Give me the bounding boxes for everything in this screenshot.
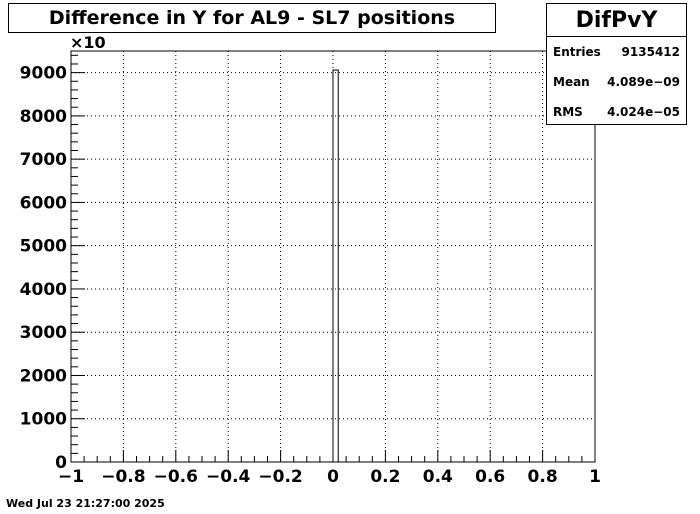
y-tick-label: 0 [55, 453, 67, 473]
y-tick-label: 7000 [20, 150, 67, 170]
x-tick-label: 0.4 [423, 467, 453, 487]
y-axis-multiplier: ×10 [70, 33, 106, 52]
stats-row-entries: Entries 9135412 [547, 37, 686, 67]
stats-label: Mean [553, 75, 590, 89]
x-tick-label: 0.2 [370, 467, 400, 487]
x-tick-label: 0.8 [528, 467, 558, 487]
timestamp: Wed Jul 23 21:27:00 2025 [6, 497, 165, 510]
histogram-bin [332, 69, 339, 463]
x-tick-label: −0.4 [206, 467, 251, 487]
histogram-bars [332, 69, 339, 463]
y-tick-label: 6000 [20, 193, 67, 213]
x-tick-label: −1 [58, 467, 84, 487]
y-tick-label: 3000 [20, 323, 67, 343]
grid-lines [71, 51, 595, 462]
x-tick-label: 1 [589, 467, 601, 487]
x-tick-label: 0 [327, 467, 339, 487]
x-tick-label: −0.2 [258, 467, 302, 487]
chart-title: Difference in Y for AL9 - SL7 positions [8, 3, 496, 33]
x-tick-label: 0.6 [475, 467, 505, 487]
stats-label: RMS [553, 105, 583, 119]
x-tick-label: −0.8 [101, 467, 145, 487]
x-axis-ticks: −1 −0.8 −0.6 −0.4 −0.2 0 0.2 0.4 0.6 0.8 1 [58, 450, 601, 487]
y-axis-ticks: 0 1000 2000 3000 4000 5000 6000 7000 8000 9000 [20, 54, 85, 473]
y-tick-label: 5000 [20, 237, 67, 257]
stats-value: 9135412 [621, 45, 680, 59]
chart-title-text: Difference in Y for AL9 - SL7 positions [48, 7, 456, 29]
stats-value: 4.024e−05 [607, 105, 680, 119]
y-tick-label: 2000 [20, 366, 67, 386]
stats-histogram-name: DifPvY [547, 4, 686, 37]
stats-row-rms: RMS 4.024e−05 [547, 97, 686, 127]
y-tick-label: 8000 [20, 107, 67, 127]
x-tick-label: −0.6 [154, 467, 198, 487]
y-tick-label: 9000 [20, 64, 67, 84]
y-tick-label: 1000 [20, 410, 67, 430]
stats-box: DifPvY Entries 9135412 Mean 4.089e−09 RM… [546, 3, 687, 125]
stats-label: Entries [553, 45, 601, 59]
stats-value: 4.089e−09 [607, 75, 680, 89]
stats-row-mean: Mean 4.089e−09 [547, 67, 686, 97]
y-tick-label: 4000 [20, 280, 67, 300]
